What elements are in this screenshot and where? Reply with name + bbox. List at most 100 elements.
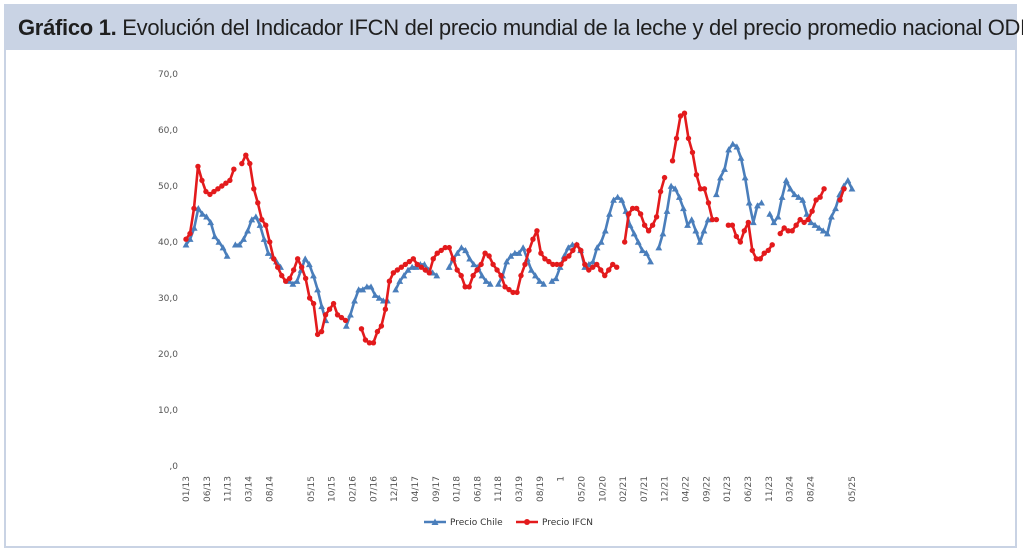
data-point: [770, 219, 778, 226]
x-tick-label: 07/21: [640, 476, 650, 502]
x-tick-label: 04/17: [411, 476, 421, 502]
data-point: [342, 322, 350, 329]
data-point: [194, 205, 202, 212]
data-point: [733, 233, 740, 240]
data-point: [404, 266, 412, 273]
x-tick-label: 11/18: [494, 476, 504, 502]
data-point: [462, 247, 469, 254]
data-point: [610, 196, 617, 203]
data-point: [366, 340, 373, 346]
data-point: [394, 267, 401, 273]
data-point: [482, 250, 488, 256]
data-point: [426, 270, 432, 276]
data-point: [526, 247, 532, 254]
data-point: [390, 270, 397, 276]
data-point: [248, 216, 256, 223]
data-point: [769, 242, 775, 248]
data-point: [227, 177, 233, 184]
data-point: [247, 160, 253, 167]
data-point: [696, 238, 704, 245]
data-point: [649, 222, 656, 228]
data-point: [540, 280, 548, 287]
data-point: [474, 267, 480, 273]
data-point: [574, 242, 580, 248]
data-point: [733, 143, 741, 150]
data-point: [223, 252, 231, 259]
data-point: [211, 233, 219, 240]
data-point: [290, 267, 297, 273]
data-point: [386, 278, 393, 284]
data-point: [318, 328, 325, 335]
data-point: [667, 182, 675, 189]
data-point: [614, 264, 620, 270]
data-point: [347, 311, 354, 318]
data-point: [306, 295, 313, 301]
data-point: [811, 221, 819, 228]
data-point: [310, 272, 317, 279]
x-tick-label: 01/23: [723, 476, 733, 502]
data-point: [301, 255, 309, 262]
data-point: [532, 272, 539, 279]
data-point: [778, 193, 786, 200]
data-point: [215, 238, 223, 245]
legend-label: Precio Chile: [450, 518, 503, 528]
data-point: [283, 278, 289, 284]
data-point: [286, 275, 293, 282]
data-point: [338, 314, 345, 321]
data-point: [402, 261, 409, 268]
data-point: [643, 249, 650, 256]
data-point: [334, 312, 341, 318]
data-point: [554, 261, 560, 268]
series-line: [657, 184, 710, 249]
data-point: [709, 216, 716, 223]
data-point: [410, 256, 417, 262]
data-point: [302, 275, 309, 282]
x-tick-label: 08/19: [536, 476, 546, 502]
data-point: [594, 261, 600, 268]
x-tick-label: 12/16: [390, 476, 400, 502]
data-point: [203, 188, 209, 195]
series-line: [768, 179, 854, 235]
data-point: [681, 110, 688, 116]
data-point: [661, 174, 668, 181]
data-point: [518, 272, 524, 279]
data-point: [279, 272, 285, 279]
data-point: [207, 191, 213, 198]
data-point: [633, 205, 640, 212]
data-point: [713, 216, 720, 223]
data-point: [757, 256, 763, 262]
y-tick-label: 70,0: [158, 70, 178, 80]
data-point: [486, 280, 494, 287]
data-point: [195, 163, 201, 170]
data-point: [314, 331, 321, 338]
data-point: [203, 213, 210, 220]
data-point: [803, 210, 811, 217]
data-point: [298, 264, 305, 270]
data-point: [795, 193, 802, 200]
y-tick-label: 40,0: [158, 238, 178, 248]
data-point: [582, 261, 588, 268]
data-point: [534, 228, 540, 234]
data-point: [293, 277, 301, 284]
data-point: [782, 177, 790, 184]
y-axis: ,0 10,0 20,0 30,0 40,0 50,0 60,0 70,0: [158, 70, 178, 472]
data-point: [590, 264, 596, 270]
x-tick-label: 02/21: [619, 476, 629, 502]
data-point: [797, 216, 803, 223]
data-point: [809, 208, 815, 214]
legend: Precio Chile Precio IFCN: [424, 518, 593, 528]
data-point: [663, 207, 671, 214]
data-point: [601, 227, 609, 234]
data-point: [351, 297, 358, 304]
data-point: [737, 239, 744, 245]
series-line: [671, 111, 718, 221]
x-tick-label: 1: [557, 476, 567, 482]
data-point: [837, 197, 843, 203]
data-point: [199, 210, 206, 217]
data-point: [647, 258, 654, 265]
data-point: [502, 284, 508, 290]
data-point: [211, 188, 217, 195]
data-point: [490, 261, 496, 268]
data-point: [552, 275, 560, 282]
data-point: [626, 221, 634, 228]
